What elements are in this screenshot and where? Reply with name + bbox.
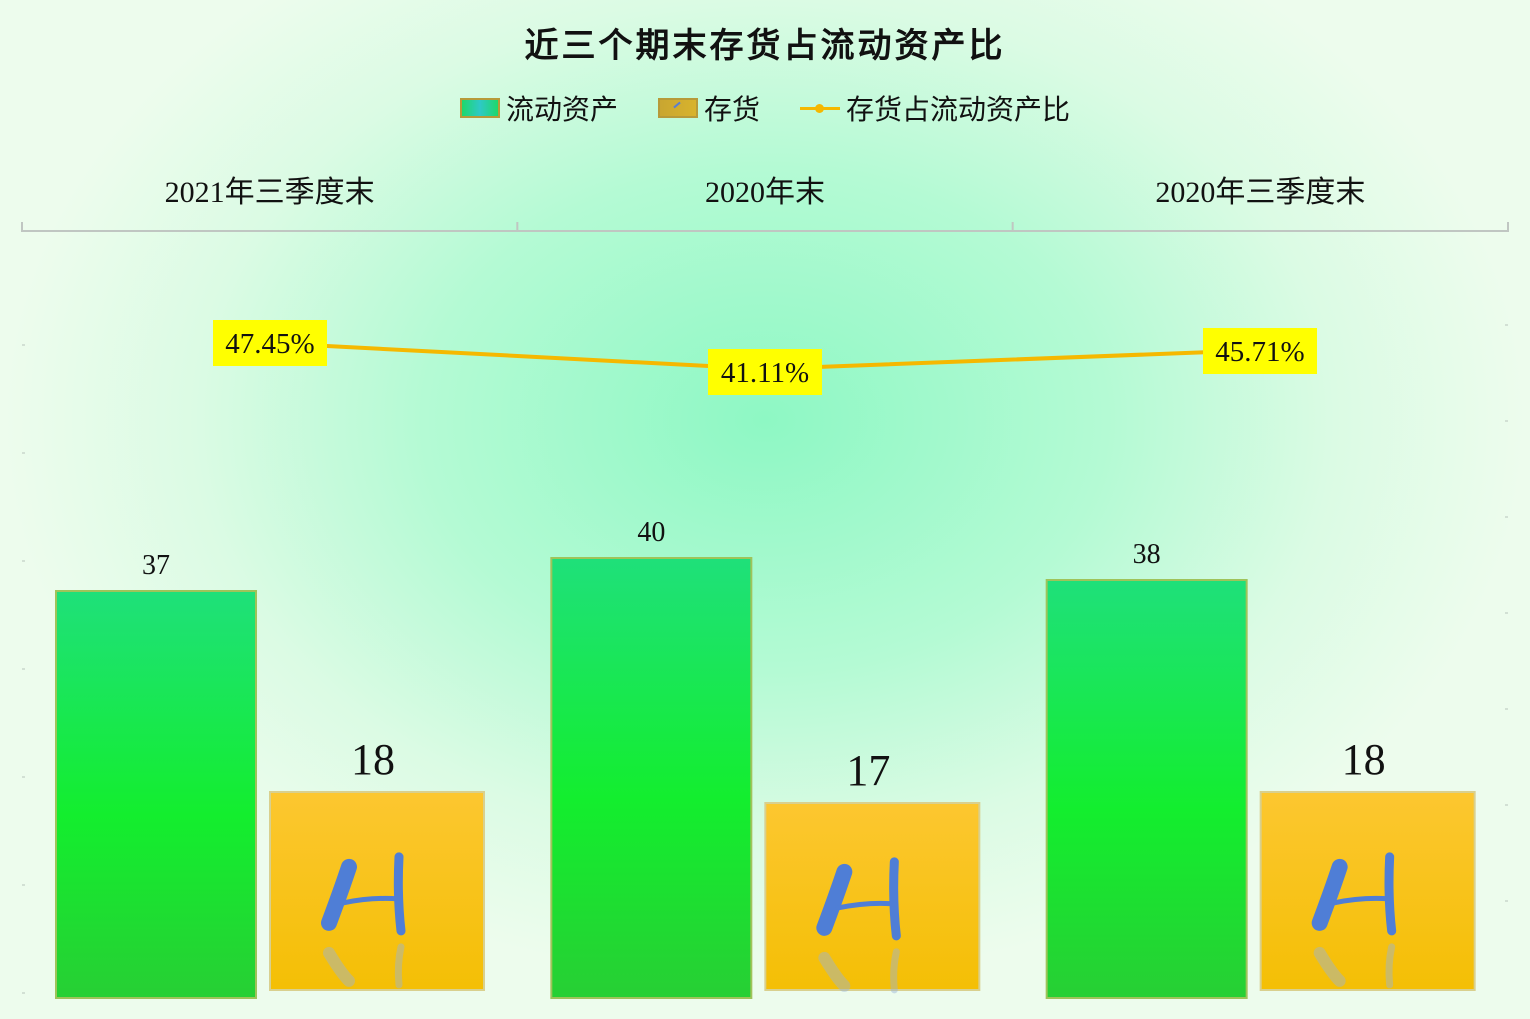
category-axis: 2021年三季度末 2020年末 2020年三季度末 bbox=[21, 176, 1509, 994]
ratio-label-background bbox=[1203, 328, 1317, 374]
data-label-current-assets: 38 bbox=[1133, 539, 1161, 570]
data-label-inventory: 18 bbox=[351, 735, 395, 784]
h-emblem-icon bbox=[1311, 852, 1397, 989]
bar-inventory bbox=[1259, 791, 1476, 991]
bar-inventory bbox=[764, 802, 981, 991]
h-emblem-icon bbox=[321, 852, 406, 989]
data-labels: 37 18 40 17 38 18 47.45% 41.11% 45.71% bbox=[142, 320, 1386, 795]
data-label-current-assets: 37 bbox=[142, 550, 170, 581]
category-label: 2021年三季度末 bbox=[165, 176, 375, 209]
legend-item-current-assets: 流动资产 bbox=[459, 88, 618, 128]
category-label: 2020年三季度末 bbox=[1155, 176, 1365, 209]
ratio-label-text: 47.45% bbox=[225, 328, 314, 360]
data-label-inventory: 17 bbox=[846, 746, 890, 795]
legend-swatch-current-assets bbox=[459, 98, 500, 118]
category-label: 2020年末 bbox=[705, 176, 825, 209]
chart-title: 近三个期末存货占流动资产比 bbox=[524, 26, 1006, 66]
ratio-label-background bbox=[708, 349, 822, 395]
data-label-current-assets: 40 bbox=[637, 517, 665, 548]
legend-label-current-assets: 流动资产 bbox=[505, 93, 618, 126]
bar-current-assets bbox=[1045, 579, 1248, 999]
legend-label-inventory: 存货 bbox=[703, 93, 760, 126]
legend-swatch-inventory bbox=[657, 98, 698, 118]
legend-item-ratio: 存货占流动资产比 bbox=[800, 88, 1070, 128]
ratio-data-label: 45.71% bbox=[1203, 328, 1317, 374]
bar-current-assets bbox=[550, 557, 753, 999]
ratio-label-background bbox=[213, 320, 327, 366]
h-emblem-icon bbox=[816, 857, 901, 994]
ratio-label-text: 41.11% bbox=[721, 357, 809, 389]
ratio-data-label: 41.11% bbox=[708, 349, 822, 395]
bars bbox=[55, 557, 1476, 999]
legend: 流动资产 存货 存货占流动资产比 bbox=[0, 88, 1530, 128]
legend-label-ratio: 存货占流动资产比 bbox=[846, 93, 1071, 126]
ratio-label-text: 45.71% bbox=[1215, 336, 1304, 368]
bar-current-assets bbox=[55, 590, 257, 999]
legend-item-inventory: 存货 bbox=[657, 88, 760, 128]
ratio-data-label: 47.45% bbox=[213, 320, 327, 366]
legend-swatch-ratio-line bbox=[800, 100, 840, 116]
bar-inventory bbox=[269, 791, 485, 991]
data-label-inventory: 18 bbox=[1342, 735, 1386, 784]
